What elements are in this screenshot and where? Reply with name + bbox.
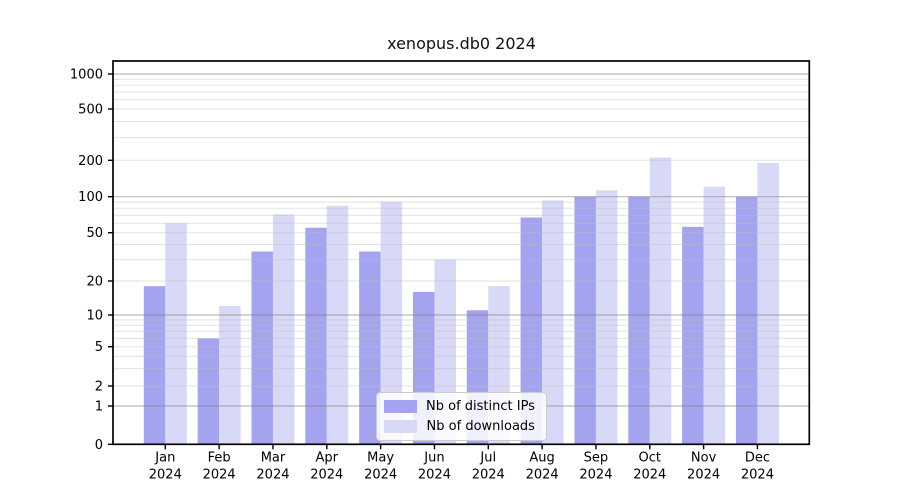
x-tick-label-year: 2024 bbox=[203, 467, 236, 482]
x-tick-label-year: 2024 bbox=[418, 467, 451, 482]
y-tick-label: 2 bbox=[95, 380, 103, 395]
x-tick-label-year: 2024 bbox=[633, 467, 666, 482]
chart-title: xenopus.db0 2024 bbox=[387, 34, 536, 53]
legend: Nb of distinct IPs Nb of downloads bbox=[376, 392, 547, 441]
legend-swatch-downloads bbox=[384, 420, 417, 433]
x-tick-label-year: 2024 bbox=[472, 467, 505, 482]
bar-distinct-ips-apr bbox=[305, 227, 327, 445]
x-tick-label-month: Jan bbox=[154, 450, 175, 465]
y-tick-label: 5 bbox=[95, 340, 103, 355]
x-tick-label-month: Jun bbox=[423, 450, 444, 465]
legend-swatch-distinct-ips bbox=[384, 400, 417, 413]
bar-distinct-ips-feb bbox=[197, 338, 220, 445]
bar-downloads-dec bbox=[757, 162, 779, 445]
bar-downloads-feb bbox=[219, 306, 241, 445]
x-tick-label-year: 2024 bbox=[687, 467, 720, 482]
y-tick-label: 1 bbox=[95, 400, 103, 415]
y-tick-label: 0 bbox=[95, 438, 103, 453]
y-tick-label: 10 bbox=[86, 309, 103, 324]
bar-downloads-sep bbox=[595, 190, 618, 445]
bar-distinct-ips-jan bbox=[143, 286, 166, 445]
x-tick-label-month: Nov bbox=[691, 450, 717, 465]
x-tick-label-month: Apr bbox=[316, 450, 339, 465]
y-tick-label: 1000 bbox=[70, 68, 103, 83]
x-tick-label-year: 2024 bbox=[741, 467, 774, 482]
x-tick-label-month: Mar bbox=[261, 450, 286, 465]
bar-downloads-oct bbox=[649, 157, 672, 445]
bar-downloads-jan bbox=[165, 223, 187, 445]
bar-downloads-aug bbox=[542, 200, 564, 445]
x-tick-label-month: May bbox=[367, 450, 394, 465]
bar-distinct-ips-oct bbox=[628, 196, 650, 445]
x-tick-label-year: 2024 bbox=[256, 467, 289, 482]
x-tick-label-month: Sep bbox=[584, 450, 609, 465]
bar-distinct-ips-aug bbox=[520, 217, 543, 445]
bar-distinct-ips-nov bbox=[682, 226, 704, 445]
x-tick-label-month: Dec bbox=[745, 450, 770, 465]
y-tick-label: 50 bbox=[86, 226, 103, 241]
x-tick-label-month: Oct bbox=[639, 450, 661, 465]
legend-label-downloads: Nb of downloads bbox=[426, 419, 535, 434]
bar-downloads-apr bbox=[326, 205, 349, 445]
y-tick-label: 500 bbox=[78, 103, 103, 118]
x-tick-label-year: 2024 bbox=[579, 467, 612, 482]
legend-item-downloads: Nb of downloads bbox=[384, 419, 535, 434]
x-tick-label-year: 2024 bbox=[149, 467, 182, 482]
legend-item-distinct-ips: Nb of distinct IPs bbox=[384, 399, 535, 414]
legend-label-distinct-ips: Nb of distinct IPs bbox=[426, 399, 535, 414]
bar-distinct-ips-sep bbox=[574, 196, 596, 445]
x-tick-label-month: Aug bbox=[529, 450, 554, 465]
y-tick-label: 200 bbox=[78, 154, 103, 169]
bar-downloads-may bbox=[380, 201, 403, 445]
x-tick-label-month: Feb bbox=[208, 450, 231, 465]
y-tick-label: 20 bbox=[86, 275, 103, 290]
bar-distinct-ips-dec bbox=[735, 196, 758, 445]
x-tick-label-year: 2024 bbox=[310, 467, 343, 482]
bar-downloads-mar bbox=[272, 214, 295, 445]
axes-frame bbox=[112, 60, 811, 446]
y-tick-label: 100 bbox=[78, 190, 103, 205]
x-tick-label-year: 2024 bbox=[526, 467, 559, 482]
x-tick-label-month: Jul bbox=[479, 450, 496, 465]
bar-distinct-ips-mar bbox=[251, 251, 273, 445]
bar-distinct-ips-may bbox=[359, 251, 381, 445]
x-tick-label-year: 2024 bbox=[364, 467, 397, 482]
